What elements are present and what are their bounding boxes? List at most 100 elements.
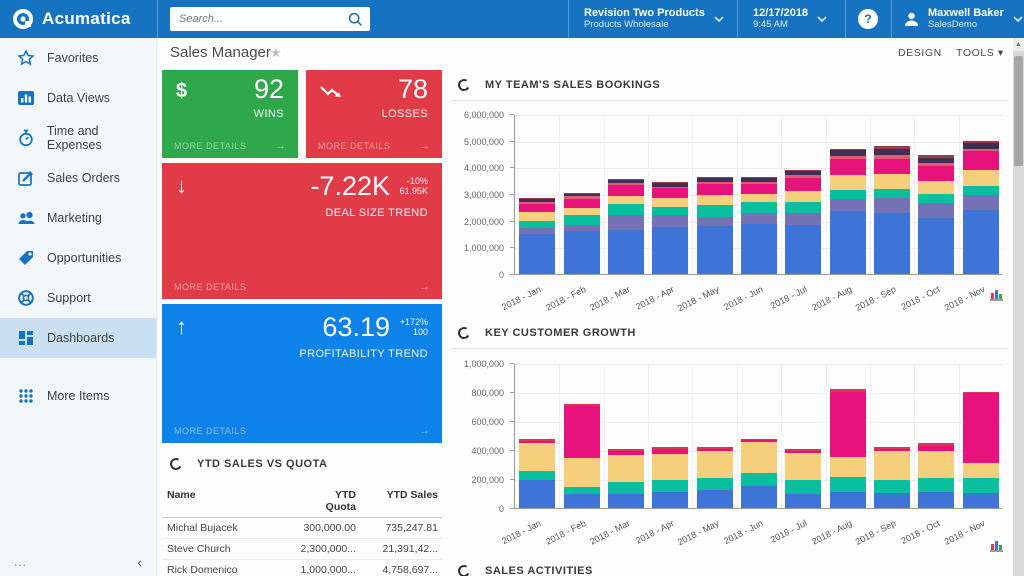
bar-segment-segment-navy[interactable] bbox=[918, 157, 955, 164]
bar-segment-segment-maroon[interactable] bbox=[874, 146, 911, 149]
bar-segment-segment-red[interactable] bbox=[918, 442, 955, 446]
bar-segment-segment-navy[interactable] bbox=[785, 171, 822, 176]
design-button[interactable]: DESIGN bbox=[898, 47, 942, 59]
refresh-icon[interactable] bbox=[456, 563, 472, 576]
date-selector[interactable]: 12/17/2018 9:45 AM bbox=[753, 0, 827, 38]
more-details-link[interactable]: MORE DETAILS bbox=[318, 141, 391, 151]
bar-segment-segment-magenta[interactable] bbox=[918, 445, 955, 451]
bar-segment-segment-navy[interactable] bbox=[741, 177, 777, 183]
stacked-bar[interactable] bbox=[652, 182, 689, 274]
bar-segment-segment-blue[interactable] bbox=[785, 224, 822, 274]
stacked-bar[interactable] bbox=[563, 404, 600, 508]
vertical-scrollbar[interactable]: ▲ bbox=[1013, 38, 1024, 576]
bar-segment-segment-magenta[interactable] bbox=[519, 203, 556, 212]
bar-segment-segment-navy[interactable] bbox=[962, 142, 999, 149]
losses-kpi-tile[interactable]: 78 LOSSES MORE DETAILS → bbox=[306, 70, 442, 158]
bar-segment-segment-red[interactable] bbox=[785, 449, 822, 451]
bar-segment-segment-rose[interactable] bbox=[829, 156, 866, 160]
bar-segment-segment-rose[interactable] bbox=[652, 186, 689, 189]
stacked-bar[interactable] bbox=[741, 176, 777, 274]
chart-icon[interactable] bbox=[990, 288, 1003, 301]
bar-segment-segment-blue[interactable] bbox=[519, 480, 556, 508]
bar-segment-segment-magenta[interactable] bbox=[962, 393, 999, 464]
stacked-bar[interactable] bbox=[519, 439, 556, 508]
company-selector[interactable]: Revision Two Products Products Wholesale bbox=[584, 0, 724, 38]
table-row[interactable]: Rick Domenico 1,000,000... 4,758,697... bbox=[162, 560, 442, 576]
stacked-bar[interactable] bbox=[785, 170, 822, 274]
bar-segment-segment-purple[interactable] bbox=[962, 195, 999, 210]
bar-segment-segment-teal[interactable] bbox=[741, 202, 777, 213]
bar-segment-segment-magenta[interactable] bbox=[874, 159, 911, 175]
bar-segment-segment-red[interactable] bbox=[962, 392, 999, 394]
bar-segment-segment-magenta[interactable] bbox=[563, 405, 600, 458]
bar-segment-segment-teal[interactable] bbox=[741, 473, 777, 487]
bar-segment-segment-purple[interactable] bbox=[652, 215, 689, 228]
bar-segment-segment-maroon[interactable] bbox=[962, 140, 999, 143]
bar-segment-segment-blue[interactable] bbox=[741, 223, 777, 274]
bar-segment-segment-yellow[interactable] bbox=[607, 196, 644, 205]
bar-segment-segment-purple[interactable] bbox=[874, 198, 911, 213]
bar-segment-segment-purple[interactable] bbox=[607, 215, 644, 230]
bar-segment-segment-navy[interactable] bbox=[874, 148, 911, 156]
search-input[interactable] bbox=[170, 13, 348, 25]
bar-segment-segment-yellow[interactable] bbox=[519, 442, 556, 472]
bar-segment-segment-navy[interactable] bbox=[829, 150, 866, 157]
bar-segment-segment-navy[interactable] bbox=[607, 180, 644, 184]
bar-segment-segment-yellow[interactable] bbox=[829, 456, 866, 477]
bar-segment-segment-yellow[interactable] bbox=[785, 191, 822, 203]
bar-segment-segment-teal[interactable] bbox=[563, 486, 600, 495]
more-details-link[interactable]: MORE DETAILS bbox=[174, 282, 247, 292]
bar-segment-segment-purple[interactable] bbox=[563, 225, 600, 231]
stacked-bar[interactable] bbox=[607, 179, 644, 274]
sidebar-item-time-expenses[interactable]: Time and Expenses bbox=[0, 118, 156, 158]
bar-segment-segment-yellow[interactable] bbox=[741, 442, 777, 474]
bar-segment-segment-blue[interactable] bbox=[563, 494, 600, 508]
bar-segment-segment-yellow[interactable] bbox=[563, 457, 600, 487]
bar-segment-segment-purple[interactable] bbox=[741, 212, 777, 224]
bar-segment-segment-blue[interactable] bbox=[696, 489, 733, 508]
bar-segment-segment-maroon[interactable] bbox=[652, 182, 689, 184]
bar-segment-segment-red[interactable] bbox=[829, 389, 866, 393]
bar-segment-segment-teal[interactable] bbox=[696, 478, 733, 490]
stacked-bar[interactable] bbox=[962, 140, 999, 274]
stacked-bar[interactable] bbox=[874, 146, 911, 274]
bar-segment-segment-red[interactable] bbox=[741, 439, 777, 440]
stacked-bar[interactable] bbox=[918, 442, 955, 508]
bar-segment-segment-blue[interactable] bbox=[874, 492, 911, 508]
bar-segment-segment-teal[interactable] bbox=[785, 479, 822, 494]
stacked-bar[interactable] bbox=[829, 389, 866, 508]
bar-segment-segment-red[interactable] bbox=[563, 404, 600, 406]
profitability-trend-tile[interactable]: ↑ 63.19 +172% 100 PROFITABILITY TREND MO… bbox=[162, 304, 442, 443]
bar-segment-segment-magenta[interactable] bbox=[918, 166, 955, 181]
bar-segment-segment-rose[interactable] bbox=[874, 155, 911, 160]
bar-segment-segment-magenta[interactable] bbox=[563, 198, 600, 208]
bar-segment-segment-red[interactable] bbox=[519, 439, 556, 441]
sidebar-item-sales-orders[interactable]: Sales Orders bbox=[0, 158, 156, 198]
deal-size-trend-tile[interactable]: ↓ -7.22K -10% 61.95K DEAL SIZE TREND MOR… bbox=[162, 163, 442, 299]
refresh-icon[interactable] bbox=[456, 77, 472, 93]
sidebar-item-opportunities[interactable]: Opportunities bbox=[0, 238, 156, 278]
bar-segment-segment-magenta[interactable] bbox=[519, 440, 556, 443]
bar-segment-segment-navy[interactable] bbox=[563, 193, 600, 197]
bar-segment-segment-maroon[interactable] bbox=[785, 170, 822, 172]
bar-segment-segment-blue[interactable] bbox=[696, 226, 733, 274]
bar-segment-segment-yellow[interactable] bbox=[962, 463, 999, 478]
bar-segment-segment-rose[interactable] bbox=[607, 183, 644, 185]
stacked-bar[interactable] bbox=[874, 447, 911, 508]
bar-segment-segment-rose[interactable] bbox=[696, 182, 733, 185]
col-header-name[interactable]: Name bbox=[167, 489, 196, 501]
bar-segment-segment-yellow[interactable] bbox=[918, 450, 955, 479]
sidebar-item-support[interactable]: Support bbox=[0, 278, 156, 318]
scroll-up-arrow[interactable]: ▲ bbox=[1013, 38, 1024, 51]
bar-segment-segment-maroon[interactable] bbox=[918, 155, 955, 158]
bar-segment-segment-maroon[interactable] bbox=[607, 179, 644, 181]
bar-segment-segment-teal[interactable] bbox=[918, 194, 955, 204]
stacked-bar[interactable] bbox=[519, 198, 556, 274]
bar-segment-segment-rose[interactable] bbox=[519, 201, 556, 204]
bar-segment-segment-purple[interactable] bbox=[829, 199, 866, 212]
bar-segment-segment-red[interactable] bbox=[652, 447, 689, 449]
bar-segment-segment-teal[interactable] bbox=[874, 480, 911, 493]
bar-segment-segment-magenta[interactable] bbox=[874, 448, 911, 451]
bar-segment-segment-teal[interactable] bbox=[652, 206, 689, 216]
bar-segment-segment-teal[interactable] bbox=[918, 478, 955, 493]
